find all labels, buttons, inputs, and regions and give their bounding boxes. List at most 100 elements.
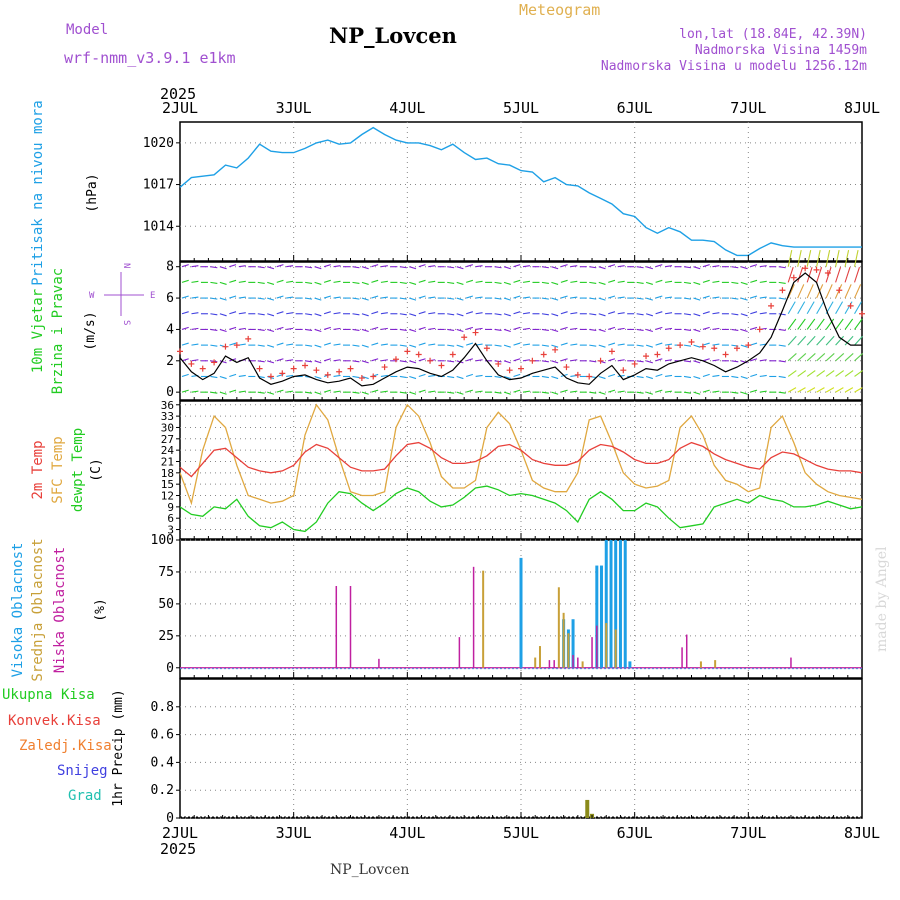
gust-marker (336, 368, 343, 375)
wind-arrow (219, 360, 227, 364)
cloud-low-bar (472, 566, 475, 668)
wind-arrow (456, 297, 464, 301)
wind-arrow (522, 296, 531, 299)
wind-arrow (806, 284, 814, 299)
wind-arrow (655, 342, 663, 346)
wind-arrow (665, 265, 673, 268)
wind-arrow (229, 311, 237, 315)
wind-arrow (418, 311, 426, 315)
wind-arrow (503, 266, 511, 270)
wind-arrow (267, 313, 275, 317)
wind-arrow (787, 335, 797, 346)
wind-axis-titles: 10m Vjetar Brzina i Pravac (m/s) W E N S (30, 263, 155, 394)
wind-ytick-label: 8 (166, 260, 174, 275)
compass-north: N (121, 263, 131, 268)
gust-marker (461, 334, 468, 341)
wind-arrow (447, 297, 455, 300)
wind-axis-title: 10m Vjetar (30, 289, 46, 373)
pressure-ytick-label: 1017 (143, 178, 174, 193)
wind-arrow (683, 360, 692, 363)
wind-arrow (219, 313, 227, 317)
pressure-axis-title: Pritisak na nivou mora (30, 100, 46, 285)
wind-arrow (702, 295, 710, 299)
temp-2m-title: 2m Temp (30, 440, 46, 499)
xtick-label-bottom: 2JUL (162, 824, 198, 842)
wind-arrow (551, 297, 559, 301)
wind-arrow (617, 343, 625, 346)
wind-arrow (494, 344, 502, 347)
wind-arrow (503, 328, 511, 333)
wind-arrow (305, 360, 313, 363)
legend-convective-rain: Konvek.Kisa (8, 713, 101, 729)
wind-arrow (750, 311, 758, 315)
gust-marker (688, 338, 695, 345)
wind-arrow (655, 279, 663, 283)
wind-arrow (825, 335, 835, 346)
header: Model wrf-nmm_v3.9.1 e1km NP_Lovcen Mete… (64, 1, 867, 103)
wind-arrow (797, 284, 805, 299)
wind-arrow (513, 264, 521, 268)
wind-arrow (447, 344, 455, 347)
gust-marker (381, 364, 388, 371)
gust-marker (222, 343, 229, 350)
wind-arrow (513, 389, 521, 393)
wind-arrow (636, 344, 644, 347)
wind-arrow (778, 313, 786, 316)
wind-arrow (428, 296, 436, 299)
temp-unit: (C) (89, 458, 104, 481)
cloud-low-bar (378, 658, 380, 668)
wind-arrow (608, 389, 616, 393)
wind-arrow (759, 280, 767, 283)
temp-ytick-label: 21 (161, 455, 174, 468)
precip-ytick-label: 0 (166, 811, 174, 826)
wind-arrow (541, 375, 549, 379)
wind-arrow (806, 353, 816, 362)
wind-arrow (759, 265, 767, 268)
wind-arrow (835, 387, 844, 393)
wind-arrow (854, 387, 863, 393)
wind-arrow (835, 370, 844, 377)
wind-arrow (797, 335, 807, 346)
wind-arrow (731, 313, 739, 316)
compass-east: E (150, 291, 155, 301)
wind-arrow (286, 296, 294, 299)
gust-marker (279, 370, 286, 377)
wind-arrow (361, 313, 369, 317)
wind-arrow (286, 343, 294, 346)
gust-marker (574, 371, 581, 378)
wind-arrow (229, 279, 237, 283)
precip-axis-titles: Ukupna Kisa Konvek.Kisa Zaledj.Kisa Snij… (2, 687, 126, 807)
wind-arrow (409, 313, 417, 317)
wind-arrow (683, 281, 692, 284)
wind-arrow (551, 281, 559, 285)
wind-arrow (750, 295, 758, 299)
wind-arrow (712, 327, 720, 330)
gust-marker (733, 345, 740, 352)
wind-arrow (589, 360, 597, 363)
wind-arrow (276, 358, 284, 362)
wind-arrow (361, 281, 369, 285)
wind-arrow (645, 360, 653, 364)
xtick-label-top: 3JUL (276, 99, 312, 117)
wind-arrow (645, 344, 653, 348)
wind-arrow (731, 297, 739, 300)
wind-arrow (286, 280, 294, 283)
wind-arrow (731, 391, 739, 394)
credit-watermark: made by Angel (874, 546, 890, 652)
temp-ytick-label: 24 (161, 444, 175, 457)
wind-arrow (475, 280, 483, 283)
temp-ytick-label: 15 (161, 478, 174, 491)
wind-arrow (683, 391, 692, 394)
gust-marker (768, 302, 775, 309)
wind-arrow (305, 313, 313, 316)
wind-arrow (352, 266, 360, 269)
wind-arrow (655, 311, 663, 315)
wind-arrow (276, 311, 284, 315)
wind-arrow (854, 284, 862, 299)
cloud-high-bar (623, 540, 627, 668)
wind-arrow (409, 375, 417, 380)
wind-arrow (210, 375, 218, 379)
legend-total-rain: Ukupna Kisa (2, 687, 95, 703)
wind-arrow (475, 374, 483, 378)
xtick-label-bottom: 3JUL (276, 824, 312, 842)
